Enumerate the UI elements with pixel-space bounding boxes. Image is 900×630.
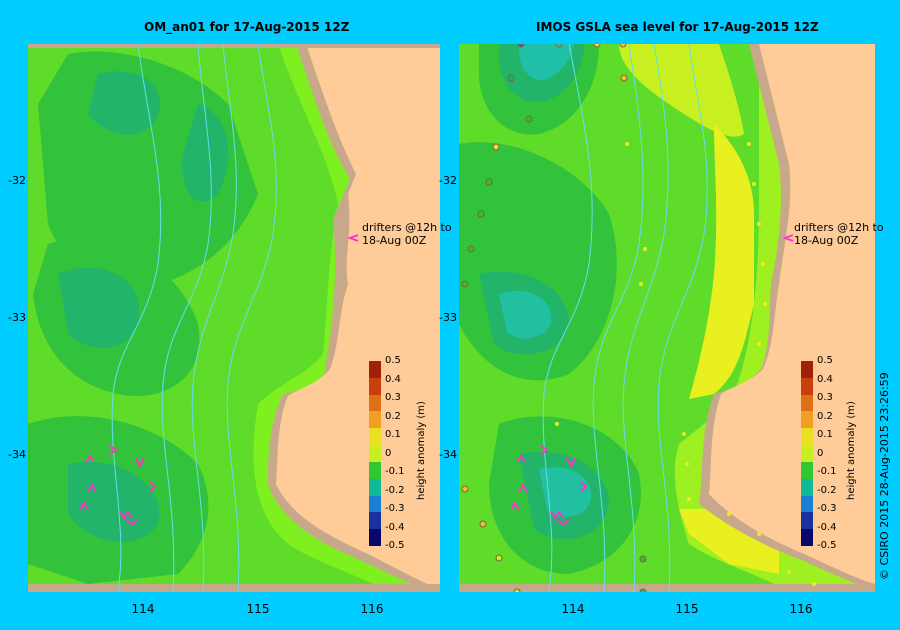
colorbar-tick-label: -0.5 bbox=[817, 540, 837, 551]
bathymetry-contour bbox=[111, 44, 162, 592]
colorbar-segment bbox=[801, 445, 813, 463]
colorbar-segment bbox=[801, 512, 813, 530]
drifter-note-line1: drifters @12h to bbox=[362, 221, 452, 234]
colorbar-right bbox=[801, 361, 813, 547]
land-mass bbox=[709, 44, 875, 584]
drifter-legend-marker bbox=[347, 234, 359, 242]
top-border-land bbox=[28, 44, 440, 48]
colorbar-segment bbox=[801, 478, 813, 497]
left-map bbox=[28, 44, 440, 592]
colorbar-tick-label: -0.5 bbox=[385, 540, 405, 551]
drifter-tracks bbox=[79, 445, 157, 526]
bathymetry-contour bbox=[226, 44, 277, 592]
colorbar-segment bbox=[801, 361, 813, 379]
left-panel-title: OM_an01 for 17-Aug-2015 12Z bbox=[144, 20, 350, 34]
drifter-tracks bbox=[510, 445, 588, 526]
bathymetry-contour bbox=[161, 44, 212, 592]
colorbar-tick-label: 0.5 bbox=[817, 355, 833, 366]
colorbar-tick-label: 0.2 bbox=[385, 410, 401, 422]
colorbar-tick-label: 0 bbox=[817, 447, 824, 459]
anomaly-core bbox=[519, 44, 574, 80]
colorbar-tick-label: -0.2 bbox=[385, 484, 405, 496]
copyright-text: © CSIRO 2015 28-Aug-2015 23:26:59 bbox=[878, 372, 891, 580]
colorbar-tick-label: -0.1 bbox=[817, 466, 837, 477]
bottom-border-land bbox=[459, 584, 875, 592]
lon-tick: 115 bbox=[675, 602, 699, 616]
lon-tick: 114 bbox=[561, 602, 585, 616]
anomaly-core bbox=[182, 104, 229, 202]
colorbar-segment bbox=[801, 428, 813, 446]
bathymetry-contour bbox=[622, 44, 669, 592]
bathymetry-contour bbox=[592, 44, 644, 592]
lat-tick: -34 bbox=[8, 448, 26, 461]
colorbar-segment bbox=[369, 529, 381, 547]
colorbar-segment bbox=[369, 377, 381, 396]
colorbar-segment bbox=[801, 495, 813, 513]
colorbar-tick-label: 0.3 bbox=[385, 392, 401, 403]
lon-tick: 116 bbox=[789, 602, 813, 616]
anomaly-core bbox=[499, 290, 552, 339]
bathymetry-contour bbox=[657, 44, 708, 592]
colorbar-tick-label: 0.1 bbox=[817, 429, 833, 440]
lat-tick: -33 bbox=[439, 311, 457, 324]
land-mass bbox=[276, 44, 440, 589]
colorbar-segment bbox=[369, 394, 381, 412]
drifter-note-left: drifters @12h to 18-Aug 00Z bbox=[362, 221, 452, 247]
colorbar-tick-label: 0.4 bbox=[817, 373, 833, 385]
bottom-border-land bbox=[28, 584, 440, 592]
bathymetry-contour bbox=[542, 44, 593, 592]
left-map-panel bbox=[28, 44, 440, 592]
lat-tick: -33 bbox=[8, 311, 26, 324]
colorbar-segment bbox=[801, 411, 813, 429]
colorbar-segment bbox=[369, 428, 381, 446]
drifter-note-right: drifters @12h to 18-Aug 00Z bbox=[794, 221, 884, 247]
colorbar-tick-label: -0.4 bbox=[385, 521, 405, 533]
altimeter-observations bbox=[461, 44, 647, 592]
colorbar-tick-label: -0.1 bbox=[385, 466, 405, 477]
colorbar-tick-label: 0.3 bbox=[817, 392, 833, 403]
lon-tick: 115 bbox=[246, 602, 270, 616]
colorbar-segment bbox=[801, 394, 813, 412]
colorbar-segment bbox=[369, 361, 381, 379]
colorbar-tick-label: 0 bbox=[385, 447, 392, 459]
drifter-note-line2: 18-Aug 00Z bbox=[362, 234, 427, 247]
colorbar-segment bbox=[369, 411, 381, 429]
colorbar-segment bbox=[369, 445, 381, 463]
positive-anomaly bbox=[619, 44, 744, 137]
colorbar-tick-label: 0.1 bbox=[385, 429, 401, 440]
drifter-note-line1: drifters @12h to bbox=[794, 221, 884, 234]
colorbar-tick-label: -0.3 bbox=[817, 503, 837, 514]
positive-anomaly bbox=[689, 124, 754, 399]
lat-tick: -32 bbox=[439, 174, 457, 187]
lon-tick: 114 bbox=[131, 602, 155, 616]
colorbar-segment bbox=[369, 478, 381, 497]
colorbar-title-left: height anomaly (m) bbox=[416, 401, 427, 500]
colorbar-tick-label: -0.4 bbox=[817, 521, 837, 533]
drifter-note-line2: 18-Aug 00Z bbox=[794, 234, 859, 247]
colorbar-tick-label: -0.2 bbox=[817, 484, 837, 496]
anomaly-core bbox=[58, 267, 140, 348]
colorbar-segment bbox=[369, 512, 381, 530]
colorbar-segment bbox=[369, 461, 381, 480]
colorbar-segment bbox=[801, 461, 813, 480]
colorbar-segment bbox=[369, 495, 381, 513]
colorbar-left bbox=[369, 361, 381, 547]
lat-tick: -34 bbox=[439, 448, 457, 461]
colorbar-segment bbox=[801, 529, 813, 547]
lon-tick: 116 bbox=[360, 602, 384, 616]
lat-tick: -32 bbox=[8, 174, 26, 187]
anomaly-core bbox=[539, 467, 592, 517]
right-panel-title: IMOS GSLA sea level for 17-Aug-2015 12Z bbox=[536, 20, 819, 34]
colorbar-title-right: height anomaly (m) bbox=[846, 401, 857, 500]
colorbar-tick-label: 0.4 bbox=[385, 373, 401, 385]
colorbar-tick-label: 0.2 bbox=[817, 410, 833, 422]
bathymetry-contour bbox=[191, 44, 237, 592]
colorbar-segment bbox=[801, 377, 813, 396]
colorbar-tick-label: 0.5 bbox=[385, 355, 401, 366]
drifter-legend-marker bbox=[782, 234, 794, 242]
altimeter-points bbox=[555, 142, 816, 586]
anomaly-core bbox=[88, 71, 160, 135]
colorbar-tick-label: -0.3 bbox=[385, 503, 405, 514]
